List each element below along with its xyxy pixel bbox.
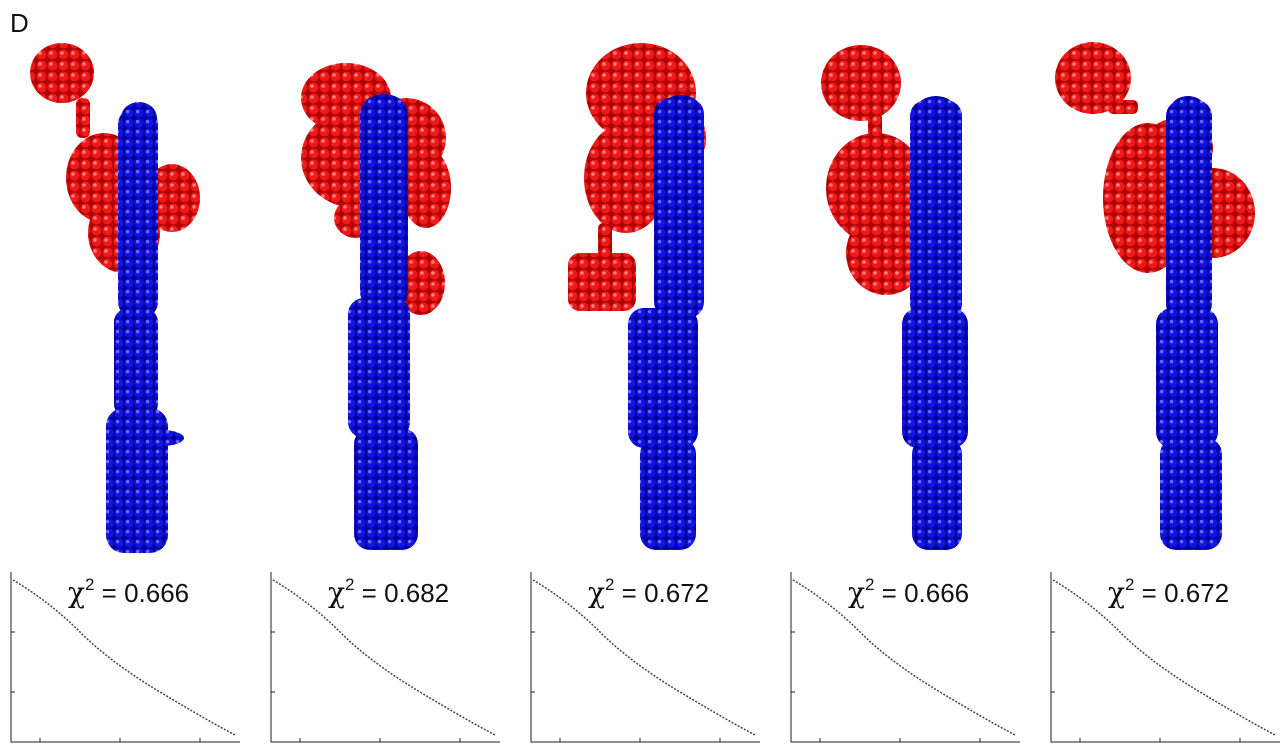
blue-domain — [902, 96, 968, 550]
chi-exponent: 2 — [84, 575, 95, 595]
panel-label: D — [10, 8, 29, 38]
bead-model-3 — [556, 38, 796, 558]
fit-curve — [532, 579, 756, 736]
chi-exponent: 2 — [1124, 575, 1135, 595]
fit-plot-5: χ2 = 0.672 — [1050, 572, 1282, 744]
chi-equals: = — [94, 578, 125, 608]
chi-exponent: 2 — [344, 575, 355, 595]
blue-domain — [348, 94, 418, 550]
chi-equals: = — [874, 578, 905, 608]
blue-domain — [628, 95, 704, 550]
bead-model-4-drawing — [821, 45, 968, 550]
fit-plot-2: χ2 = 0.682 — [270, 572, 502, 744]
red-domain — [821, 45, 926, 295]
bead-model-1-drawing — [30, 43, 200, 553]
fit-curve — [272, 579, 496, 736]
chi-equals: = — [614, 578, 645, 608]
blue-domain — [106, 102, 184, 553]
red-domain — [1055, 42, 1255, 273]
bead-model-1 — [14, 38, 254, 558]
chi-equals: = — [354, 578, 385, 608]
chi-exponent: 2 — [864, 575, 875, 595]
chi-value: 0.672 — [644, 578, 710, 608]
chi-square-label: χ2 = 0.666 — [68, 575, 190, 609]
chi-square-label: χ2 = 0.672 — [1108, 575, 1230, 609]
chi-symbol: χ — [68, 576, 85, 609]
bead-model-2-drawing — [301, 63, 451, 550]
fit-plot-1: χ2 = 0.666 — [10, 572, 242, 744]
fit-plot-5-axes — [1050, 572, 1280, 743]
chi-value: 0.666 — [124, 578, 190, 608]
fit-plot-3-axes — [530, 572, 760, 743]
chi-value: 0.682 — [384, 578, 450, 608]
red-domain — [30, 43, 200, 273]
chi-symbol: χ — [328, 576, 345, 609]
fit-plot-1-axes — [10, 572, 240, 743]
chi-square-label: χ2 = 0.666 — [848, 575, 970, 609]
bead-model-2 — [286, 38, 526, 558]
fit-plot-2-axes — [270, 572, 500, 743]
chi-square-label: χ2 = 0.682 — [328, 575, 450, 609]
chi-value: 0.666 — [904, 578, 970, 608]
fit-curve — [792, 579, 1016, 736]
fit-curve — [12, 579, 236, 736]
fit-curve — [1052, 579, 1276, 736]
chi-value: 0.672 — [1164, 578, 1230, 608]
chi-exponent: 2 — [604, 575, 615, 595]
fit-plot-3: χ2 = 0.672 — [530, 572, 762, 744]
blue-domain — [1156, 96, 1222, 550]
fit-plot-4: χ2 = 0.666 — [790, 572, 1022, 744]
chi-equals: = — [1134, 578, 1165, 608]
chi-symbol: χ — [588, 576, 605, 609]
chi-symbol: χ — [1108, 576, 1125, 609]
bead-model-4 — [816, 38, 1056, 558]
bead-model-3-drawing — [568, 43, 706, 550]
bead-model-5 — [1048, 38, 1284, 558]
bead-model-5-drawing — [1055, 42, 1255, 550]
fit-plot-4-axes — [790, 572, 1020, 743]
chi-symbol: χ — [848, 576, 865, 609]
chi-square-label: χ2 = 0.672 — [588, 575, 710, 609]
